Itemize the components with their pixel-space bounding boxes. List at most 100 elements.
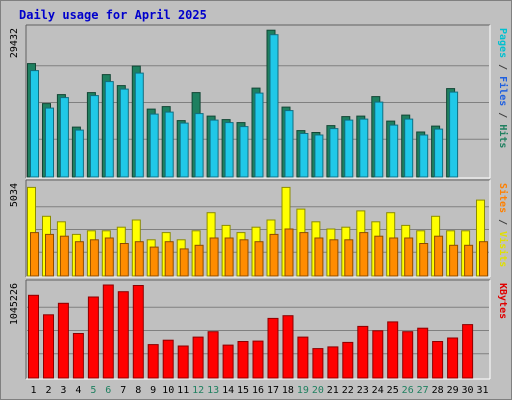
day-label: 25 <box>387 385 399 396</box>
mid-bar-sites <box>30 232 39 277</box>
day-label: 1 <box>30 385 36 396</box>
day-label: 18 <box>282 385 294 396</box>
top-bar-files <box>284 110 294 178</box>
mid-bar-sites <box>239 239 249 277</box>
mid-bar-sites <box>404 237 414 277</box>
bot-bar-kbytes <box>72 333 84 379</box>
bot-bar-kbytes <box>297 336 309 379</box>
top-bar-files <box>89 95 99 178</box>
mid-bar-sites <box>134 241 144 277</box>
top-bar-files <box>344 119 354 178</box>
day-label: 29 <box>447 385 459 396</box>
bot-bar-kbytes <box>252 340 264 379</box>
day-label: 27 <box>417 385 429 396</box>
legend-part: / <box>497 58 508 76</box>
mid-bar-sites <box>389 237 399 277</box>
mid-bar-sites <box>179 248 189 277</box>
bot-bar-kbytes <box>132 285 144 379</box>
mid-bar-sites <box>119 243 129 277</box>
day-label: 2 <box>45 385 51 396</box>
mid-bar-sites <box>194 244 204 277</box>
bot-max-label: 1045226 <box>9 283 20 325</box>
mid-bar-sites <box>434 235 444 277</box>
bot-bar-kbytes <box>207 331 219 379</box>
day-label: 28 <box>432 385 444 396</box>
day-label: 15 <box>237 385 249 396</box>
mid-bar-sites <box>209 237 219 277</box>
top-bar-files <box>389 124 399 178</box>
mid-series-legend: Sites / Visits <box>497 183 509 267</box>
top-bar-files <box>45 107 54 178</box>
bot-bar-kbytes <box>102 284 114 379</box>
top-bar-files <box>449 91 459 178</box>
top-bar-files <box>149 113 159 178</box>
mid-bar-sites <box>464 244 474 277</box>
bot-bar-kbytes <box>312 348 324 379</box>
bot-bar-kbytes <box>147 344 159 379</box>
top-bar-files <box>359 118 369 178</box>
mid-bar-sites <box>359 232 369 277</box>
day-label: 16 <box>252 385 264 396</box>
day-label: 26 <box>402 385 414 396</box>
mid-bar-sites <box>45 233 54 277</box>
day-label: 24 <box>372 385 384 396</box>
day-label: 17 <box>267 385 279 396</box>
bot-bar-kbytes <box>432 341 444 379</box>
mid-bar-sites <box>449 244 459 277</box>
bot-bar-kbytes <box>402 331 414 379</box>
day-label: 20 <box>312 385 324 396</box>
bot-bar-kbytes <box>192 336 204 379</box>
bot-bar-kbytes <box>267 317 279 379</box>
bot-bar-kbytes <box>28 294 39 379</box>
mid-bar-sites <box>149 246 159 277</box>
mid-bar-sites <box>479 241 488 277</box>
mid-bar-sites <box>59 235 69 277</box>
mid-bar-sites <box>419 243 429 277</box>
mid-bar-sites <box>164 241 174 277</box>
day-label: 7 <box>120 385 126 396</box>
top-bar-files <box>254 92 264 178</box>
day-label: 23 <box>357 385 369 396</box>
mid-bar-sites <box>299 232 309 277</box>
day-label: 9 <box>150 385 156 396</box>
day-label: 31 <box>476 385 488 396</box>
legend-part: Visits <box>497 231 509 267</box>
bot-bar-kbytes <box>222 344 234 379</box>
bot-bar-kbytes <box>237 341 249 379</box>
top-bar-files <box>179 122 189 178</box>
top-bar-files <box>224 122 234 178</box>
mid-bar-sites <box>254 241 264 277</box>
top-bar-files <box>104 81 114 178</box>
bot-bar-kbytes <box>387 321 399 379</box>
top-bar-files <box>374 101 384 178</box>
bot-bar-kbytes <box>417 327 429 379</box>
top-bar-files <box>434 128 444 178</box>
mid-bar-sites <box>344 239 354 277</box>
top-bar-files <box>239 126 249 178</box>
mid-bar-sites <box>284 228 294 277</box>
day-label: 10 <box>162 385 174 396</box>
top-bar-files <box>74 129 84 178</box>
legend-part: / <box>497 106 508 124</box>
top-bar-files <box>194 113 204 178</box>
legend-part: / <box>497 213 508 231</box>
day-label: 22 <box>342 385 354 396</box>
bot-bar-kbytes <box>162 339 174 379</box>
top-bar-files <box>134 72 144 178</box>
top-series-legend: Pages / Files / Hits <box>497 28 509 148</box>
day-label: 11 <box>177 385 189 396</box>
top-bar-files <box>59 97 69 178</box>
mid-bar-sites <box>224 237 234 277</box>
bot-bar-kbytes <box>342 341 354 379</box>
bot-bar-kbytes <box>357 325 369 379</box>
legend-part: Hits <box>497 124 509 148</box>
day-label: 13 <box>207 385 219 396</box>
mid-bar-sites <box>74 241 84 277</box>
day-label: 3 <box>60 385 66 396</box>
bot-bar-kbytes <box>447 337 459 379</box>
bot-bar-kbytes <box>43 314 54 379</box>
top-bar-files <box>209 119 219 178</box>
mid-bar-sites <box>104 237 114 277</box>
legend-part: Sites <box>497 183 509 213</box>
